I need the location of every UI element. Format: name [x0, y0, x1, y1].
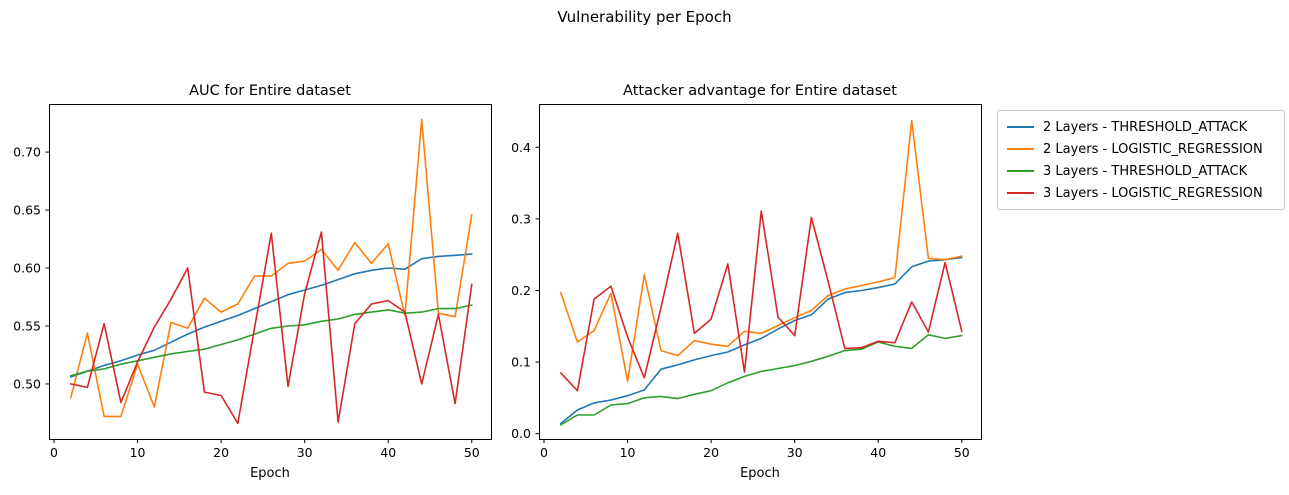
y-tick-label: 0.2 [511, 283, 531, 298]
series-line-3-layers-logistic-regression [559, 210, 963, 392]
y-tick-label: 0.60 [13, 261, 41, 276]
subplot-title: AUC for Entire dataset [189, 83, 351, 99]
legend-label: 3 Layers - THRESHOLD_ATTACK [1043, 163, 1248, 179]
series-line-2-layers-threshold-attack [559, 256, 963, 425]
series-line-2-layers-logistic-regression [559, 120, 963, 383]
legend: 2 Layers - THRESHOLD_ATTACK 2 Layers - L… [997, 110, 1285, 210]
x-tick-label: 30 [297, 445, 313, 460]
figure-title: Vulnerability per Epoch [557, 8, 732, 26]
y-tick-label: 0.70 [13, 145, 41, 160]
x-tick-label: 20 [213, 445, 229, 460]
legend-label: 2 Layers - LOGISTIC_REGRESSION [1043, 141, 1263, 157]
auc-chart: 0 10 20 30 40 50 0.50 0.55 0.60 0.65 0.70 AUC for E… [13, 83, 492, 481]
legend-item-3layers-threshold-attack: 3 Layers - THRESHOLD_ATTACK [1007, 160, 1275, 182]
legend-line-swatch [1007, 192, 1034, 194]
y-tick-label: 0.1 [511, 355, 531, 370]
legend-item-2layers-threshold-attack: 2 Layers - THRESHOLD_ATTACK [1007, 116, 1275, 138]
x-tick-label: 40 [380, 445, 396, 460]
y-tick-label: 0.55 [13, 318, 41, 333]
legend-label: 2 Layers - THRESHOLD_ATTACK [1043, 119, 1248, 135]
x-tick-label: 0 [50, 445, 58, 460]
y-tick-label: 0.3 [511, 211, 531, 226]
legend-item-3layers-logistic-regression: 3 Layers - LOGISTIC_REGRESSION [1007, 182, 1275, 204]
x-tick-label: 30 [787, 445, 803, 460]
series-line-3-layers-threshold-attack [559, 333, 963, 426]
x-tick-label: 50 [954, 445, 970, 460]
y-tick-label: 0.0 [511, 426, 531, 441]
x-tick-label: 10 [130, 445, 146, 460]
x-tick-label: 40 [870, 445, 886, 460]
x-axis-label: Epoch [740, 466, 780, 481]
x-tick-label: 0 [540, 445, 548, 460]
legend-line-swatch [1007, 148, 1034, 150]
x-tick-label: 50 [464, 445, 480, 460]
legend-label: 3 Layers - LOGISTIC_REGRESSION [1043, 185, 1263, 201]
y-tick-label: 0.4 [511, 140, 531, 155]
attacker-advantage-chart: 0 10 20 30 40 50 0.0 0.1 0.2 0.3 0.4 Attacker advan… [511, 83, 982, 481]
series-line-3-layers-logistic-regression [69, 231, 473, 425]
legend-item-2layers-logistic-regression: 2 Layers - LOGISTIC_REGRESSION [1007, 138, 1275, 160]
series-line-2-layers-threshold-attack [69, 253, 473, 378]
x-axis-label: Epoch [250, 466, 290, 481]
legend-line-swatch [1007, 170, 1034, 172]
subplot-title: Attacker advantage for Entire dataset [623, 83, 897, 99]
x-tick-label: 10 [620, 445, 636, 460]
y-tick-label: 0.50 [13, 376, 41, 391]
y-tick-label: 0.65 [13, 203, 41, 218]
legend-line-swatch [1007, 126, 1034, 128]
x-tick-label: 20 [703, 445, 719, 460]
